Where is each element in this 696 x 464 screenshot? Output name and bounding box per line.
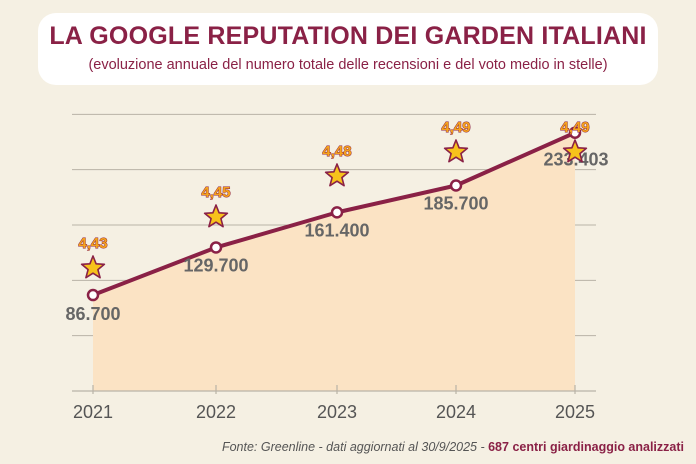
x-tick-label: 2022: [196, 402, 236, 422]
title-box: LA GOOGLE REPUTATION DEI GARDEN ITALIANI…: [38, 13, 658, 85]
x-tick-label: 2024: [436, 402, 476, 422]
rating-label: 4,48: [322, 143, 351, 160]
x-tick-label: 2025: [555, 402, 595, 422]
data-point: [330, 206, 344, 219]
value-label: 233.403: [543, 150, 608, 170]
data-point: [86, 288, 100, 302]
rating-star-icon: [203, 204, 229, 228]
rating-label: 4,49: [560, 119, 589, 136]
rating-label: 4,49: [441, 119, 470, 136]
source-footer: Fonte: Greenline - dati aggiornati al 30…: [222, 440, 684, 454]
value-label: 129.700: [183, 255, 248, 275]
footer-source: Fonte: Greenline - dati aggiornati al 30…: [221, 440, 489, 454]
area-fill: [93, 132, 575, 391]
rating-star-icon: [80, 255, 106, 279]
data-point: [568, 126, 582, 139]
chart-title: LA GOOGLE REPUTATION DEI GARDEN ITALIANI: [49, 22, 647, 50]
data-point: [449, 179, 463, 192]
value-label: 185.700: [423, 193, 488, 213]
value-label: 161.400: [304, 220, 369, 240]
rating-star-icon: [443, 139, 469, 163]
x-tick-label: 2021: [73, 402, 113, 422]
rating-label: 4,45: [201, 184, 230, 201]
footer-highlight: 687 centri giardinaggio analizzati: [488, 440, 684, 454]
data-point: [209, 241, 223, 254]
rating-star-icon: [324, 163, 350, 187]
value-label: 86.700: [65, 304, 120, 324]
rating-label: 4,43: [78, 235, 107, 252]
rating-star-icon: [562, 139, 588, 163]
chart-subtitle: (evoluzione annuale del numero totale de…: [88, 57, 608, 73]
x-tick-label: 2023: [317, 402, 357, 422]
